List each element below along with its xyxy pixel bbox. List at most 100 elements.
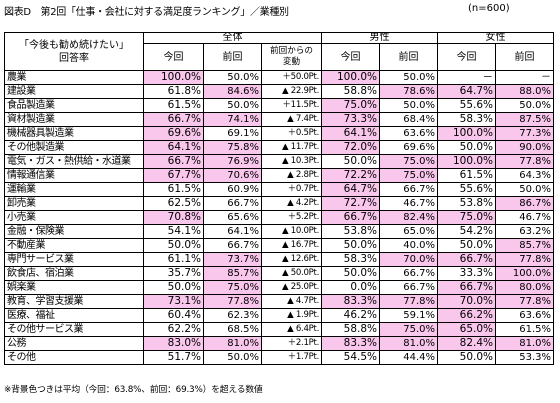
f-cur-cell: 33.3%: [437, 266, 497, 281]
category-header-line2: 回答率: [59, 52, 89, 64]
all-prev-cell: 66.7%: [203, 238, 262, 253]
m-cur-cell: 50.0%: [321, 154, 381, 169]
table-row: 小売業 70.8% 65.6% ＋5.2Pt. 66.7% 82.4% 75.0% 46.7%: [4, 210, 555, 225]
m-cur-cell: 73.3%: [321, 112, 381, 127]
m-prev-cell: 70.0%: [379, 252, 439, 267]
table-row: 建設業 61.8% 84.6% ▲ 22.9Pt. 58.8% 78.6% 64.7% 88.…: [4, 84, 555, 99]
industry-name: 情報通信業: [4, 168, 144, 183]
industry-name: 運輸業: [4, 182, 144, 197]
f-cur-cell: 66.7%: [437, 252, 497, 267]
f-cur-cell: 100.0%: [437, 126, 497, 141]
industry-name: 教育、学習支援業: [4, 294, 144, 309]
change-cell: ▲ 1.9Pt.: [260, 308, 323, 323]
change-cell: ＋0.5Pt.: [260, 126, 323, 141]
m-prev-cell: 66.7%: [379, 266, 439, 281]
all-cur-cell: 73.1%: [143, 294, 204, 309]
industry-name: 飲食店、宿泊業: [4, 266, 144, 281]
industry-name: 機械器具製造業: [4, 126, 144, 141]
all-cur-cell: 66.7%: [143, 112, 204, 127]
change-cell: ▲ 16.7Pt.: [260, 238, 323, 253]
f-cur-cell: 64.7%: [437, 84, 497, 99]
m-prev-cell: 40.0%: [379, 238, 439, 253]
all-prev-cell: 69.1%: [203, 126, 262, 141]
change-cell: ＋0.7Pt.: [260, 182, 323, 197]
f-cur-cell: 54.2%: [437, 224, 497, 239]
f-prev-cell: 61.5%: [495, 322, 555, 337]
table-row: 娯楽業 50.0% 75.0% ▲ 25.0Pt. 0.0% 66.7% 66.7% 80.0…: [4, 280, 555, 295]
m-prev-cell: 75.0%: [379, 168, 439, 183]
m-prev-cell: 77.8%: [379, 294, 439, 309]
all-prev-cell: 60.9%: [203, 182, 262, 197]
industry-name: 公務: [4, 336, 144, 351]
m-cur-cell: 72.7%: [321, 196, 381, 211]
table-row: 電気・ガス・熱供給・水道業 66.7% 76.9% ▲ 10.3Pt. 50.0% 75.…: [4, 154, 555, 169]
m-cur-cell: 58.8%: [321, 322, 381, 337]
table-row: 農業 100.0% 50.0% ＋50.0Pt. 100.0% 50.0% －－: [4, 70, 555, 85]
all-cur-cell: 70.8%: [143, 210, 204, 225]
industry-name: 建設業: [4, 84, 144, 99]
all-cur-cell: 54.1%: [143, 224, 204, 239]
m-prev-cell: 44.4%: [379, 350, 439, 365]
female-current-header: 今回: [437, 43, 497, 71]
all-cur-cell: 50.0%: [143, 238, 204, 253]
industry-name: 医療、福祉: [4, 308, 144, 323]
f-prev-cell: 85.7%: [495, 238, 555, 253]
all-cur-cell: 61.1%: [143, 252, 204, 267]
m-cur-cell: 50.0%: [321, 266, 381, 281]
m-cur-cell: 50.0%: [321, 238, 381, 253]
table-row: その他 51.7% 50.0% ＋1.7Pt. 54.5% 44.4% 50.0% 53.3%: [4, 350, 555, 365]
m-cur-cell: 58.8%: [321, 84, 381, 99]
f-prev-cell: 100.0%: [495, 266, 555, 281]
f-prev-cell: 77.8%: [495, 154, 555, 169]
m-prev-cell: 66.7%: [379, 182, 439, 197]
header-row-columns: 今回 前回 前回からの 変動 今回 前回 今回 前回: [5, 43, 555, 71]
m-cur-cell: 72.2%: [321, 168, 381, 183]
m-prev-cell: 59.1%: [379, 308, 439, 323]
industry-name: 金融・保険業: [4, 224, 144, 239]
group-female-header: 女性: [437, 32, 555, 44]
all-prev-cell: 73.7%: [203, 252, 262, 267]
table-body: 農業 100.0% 50.0% ＋50.0Pt. 100.0% 50.0% －－建設業 61.…: [4, 70, 555, 365]
f-prev-cell: 87.5%: [495, 112, 555, 127]
all-prev-cell: 85.7%: [203, 266, 262, 281]
all-prev-cell: 62.3%: [203, 308, 262, 323]
category-header-line1: 「今後も勧め続けたい」: [19, 39, 129, 51]
all-prev-cell: 64.1%: [203, 224, 262, 239]
change-cell: ▲ 50.0Pt.: [260, 266, 323, 281]
change-cell: ▲ 7.4Pt.: [260, 112, 323, 127]
industry-name: 電気・ガス・熱供給・水道業: [4, 154, 144, 169]
all-cur-cell: 69.6%: [143, 126, 204, 141]
satisfaction-table: 「今後も勧め続けたい」 回答率 全体 男性 女性 今回 前回 前回からの 変動 …: [4, 32, 555, 365]
industry-name: その他サービス業: [4, 322, 144, 337]
f-prev-cell: 63.2%: [495, 224, 555, 239]
f-prev-cell: 50.0%: [495, 98, 555, 113]
all-prev-cell: 50.0%: [203, 98, 262, 113]
change-cell: ▲ 25.0Pt.: [260, 280, 323, 295]
table-row: その他サービス業 62.2% 68.5% ▲ 6.4Pt. 58.8% 75.0% 65.0…: [4, 322, 555, 337]
table-row: 飲食店、宿泊業 35.7% 85.7% ▲ 50.0Pt. 50.0% 66.7% 33.3…: [4, 266, 555, 281]
industry-name: 農業: [4, 70, 144, 85]
table-row: 専門サービス業 61.1% 73.7% ▲ 12.6Pt. 58.3% 70.0% 66.7…: [4, 252, 555, 267]
f-cur-cell: －: [437, 70, 497, 85]
table-row: 卸売業 62.5% 66.7% ▲ 4.2Pt. 72.7% 46.7% 53.8% 86.7…: [4, 196, 555, 211]
all-prev-cell: 76.9%: [203, 154, 262, 169]
f-prev-cell: 63.6%: [495, 308, 555, 323]
f-cur-cell: 55.6%: [437, 182, 497, 197]
m-prev-cell: 66.7%: [379, 280, 439, 295]
m-prev-cell: 81.0%: [379, 336, 439, 351]
all-cur-cell: 66.7%: [143, 154, 204, 169]
table-row: 運輸業 61.5% 60.9% ＋0.7Pt. 64.7% 66.7% 55.6% 50.0%: [4, 182, 555, 197]
f-cur-cell: 50.0%: [437, 238, 497, 253]
f-cur-cell: 70.0%: [437, 294, 497, 309]
f-prev-cell: 90.0%: [495, 140, 555, 155]
all-prev-cell: 75.8%: [203, 140, 262, 155]
change-cell: ▲ 10.3Pt.: [260, 154, 323, 169]
all-cur-cell: 61.5%: [143, 98, 204, 113]
m-prev-cell: 78.6%: [379, 84, 439, 99]
all-prev-cell: 68.5%: [203, 322, 262, 337]
change-header-line2: 変動: [282, 57, 301, 67]
all-previous-header: 前回: [203, 43, 262, 71]
m-prev-cell: 50.0%: [379, 70, 439, 85]
table-title: 図表D 第2回「仕事・会社に対する満足度ランキング」／業種別: [4, 7, 289, 18]
industry-name: その他製造業: [4, 140, 144, 155]
